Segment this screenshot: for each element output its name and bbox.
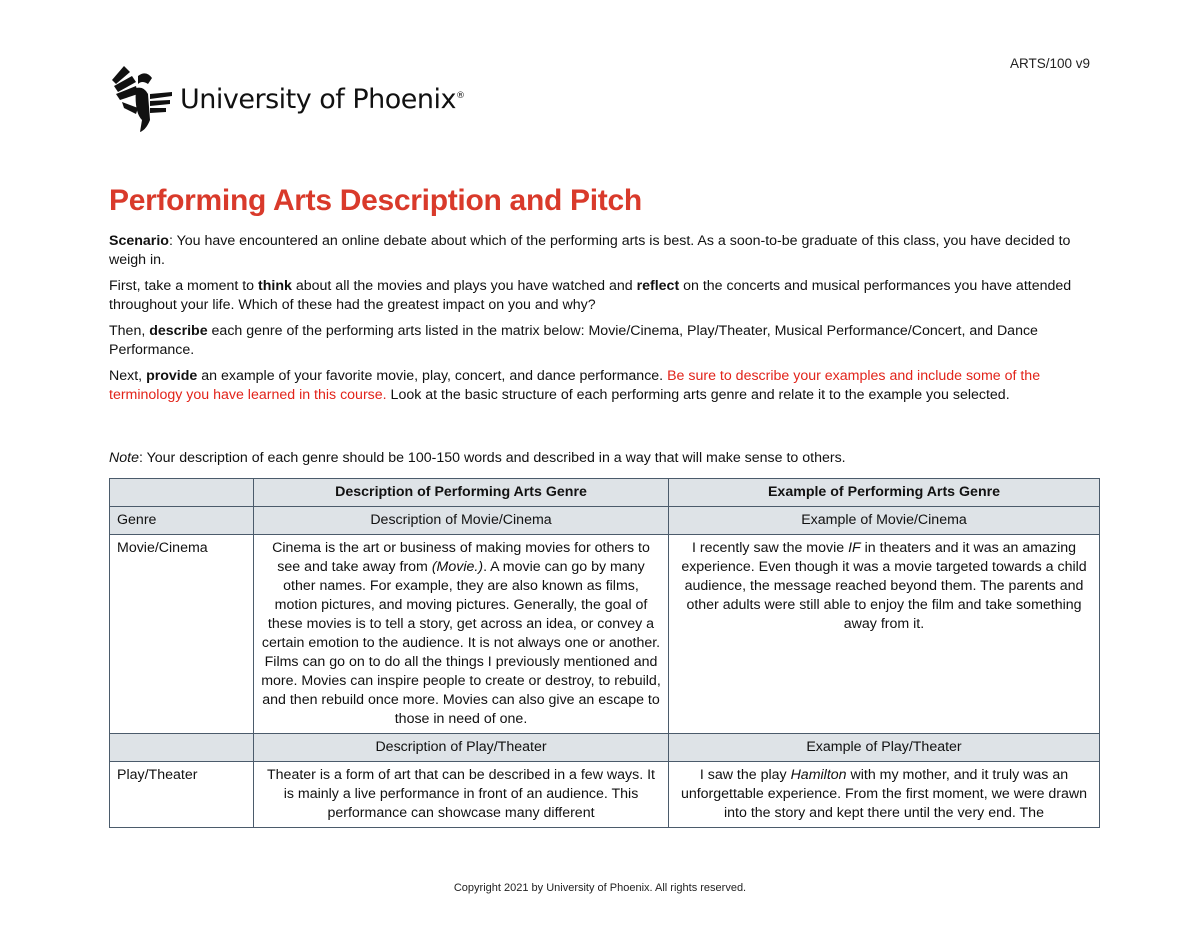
table-cell: Example of Play/Theater bbox=[668, 733, 1100, 762]
header-cell: Example of Performing Arts Genre bbox=[668, 478, 1100, 507]
course-version: ARTS/100 v9 bbox=[1009, 56, 1090, 71]
phoenix-logo-icon bbox=[112, 66, 172, 132]
scenario-paragraph: Scenario: You have encountered an online… bbox=[109, 233, 1071, 268]
genre-matrix: Description of Performing Arts Genre Exa… bbox=[109, 478, 1100, 828]
table-row: Play/Theater Theater is a form of art th… bbox=[109, 761, 1100, 828]
copyright-footer: Copyright 2021 by University of Phoenix.… bbox=[453, 882, 747, 894]
describe-paragraph: Then, describe each genre of the perform… bbox=[109, 323, 1038, 358]
logo-wordmark: University of Phoenix® bbox=[180, 83, 465, 115]
table-cell: Genre bbox=[109, 506, 254, 535]
provide-paragraph: Next, provide an example of your favorit… bbox=[109, 368, 1041, 403]
table-cell: Cinema is the art or business of making … bbox=[253, 534, 669, 734]
page-title: Performing Arts Description and Pitch bbox=[109, 184, 642, 217]
table-row: Description of Play/Theater Example of P… bbox=[109, 733, 1100, 762]
table-cell: I recently saw the movie IF in theaters … bbox=[668, 534, 1100, 734]
note: Note: Your description of each genre sho… bbox=[109, 450, 846, 466]
table-row: Movie/Cinema Cinema is the art or busine… bbox=[109, 534, 1100, 734]
think-paragraph: First, take a moment to think about all … bbox=[109, 278, 1072, 313]
table-cell: Play/Theater bbox=[109, 761, 254, 828]
table-cell: Theater is a form of art that can be des… bbox=[253, 761, 669, 828]
university-logo: University of Phoenix® bbox=[110, 64, 465, 134]
header-cell bbox=[109, 478, 254, 507]
table-cell: Description of Play/Theater bbox=[253, 733, 669, 762]
header-cell: Description of Performing Arts Genre bbox=[253, 478, 669, 507]
table-row: Genre Description of Movie/Cinema Exampl… bbox=[109, 506, 1100, 535]
table-cell: Movie/Cinema bbox=[109, 534, 254, 734]
table-cell: Description of Movie/Cinema bbox=[253, 506, 669, 535]
table-cell: Example of Movie/Cinema bbox=[668, 506, 1100, 535]
table-header-row: Description of Performing Arts Genre Exa… bbox=[109, 478, 1100, 507]
table-cell bbox=[109, 733, 254, 762]
instructions: Scenario: You have encountered an online… bbox=[109, 232, 1089, 412]
table-cell: I saw the play Hamilton with my mother, … bbox=[668, 761, 1100, 828]
